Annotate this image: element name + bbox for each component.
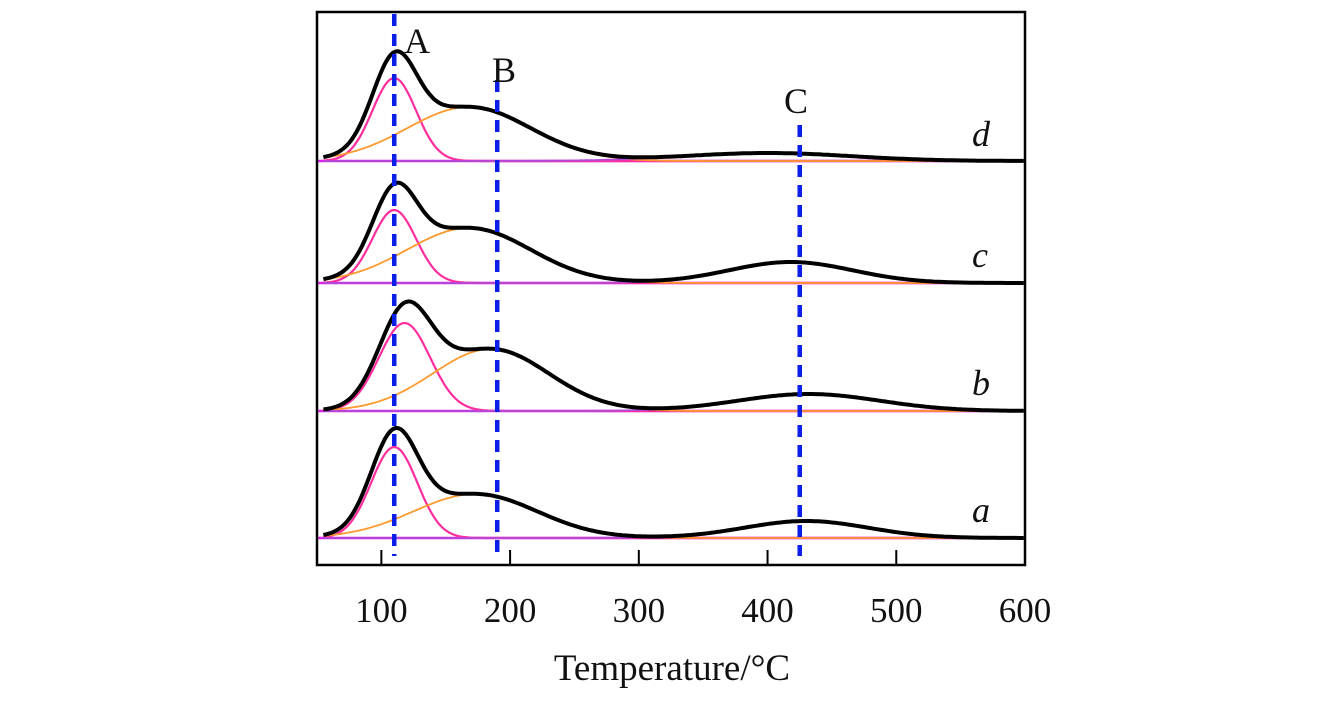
x-tick-label-600: 600 — [999, 591, 1052, 630]
plot-frame — [315, 10, 1027, 567]
series-label-a: a — [972, 490, 990, 530]
total-curve-d — [322, 49, 1024, 163]
x-tick-label-400: 400 — [741, 591, 794, 630]
fit-peak-A-a — [323, 446, 1024, 540]
series-c — [317, 180, 1025, 285]
ref-label-B: B — [492, 50, 516, 90]
total-curve-c — [322, 180, 1024, 285]
series-b — [317, 299, 1025, 413]
reference-lines — [391, 14, 802, 556]
x-tick-label-500: 500 — [870, 591, 923, 630]
series-label-b: b — [972, 363, 990, 403]
total-curve-b — [323, 299, 1024, 413]
x-tick-label-100: 100 — [355, 591, 408, 630]
fit-peak-A-c — [323, 209, 1024, 285]
x-axis-ticks: 100 200 300 400 500 600 — [355, 550, 1051, 630]
series-label-c: c — [972, 235, 988, 275]
total-curve-a — [322, 426, 1024, 540]
fit-peak-B-c — [323, 227, 1024, 284]
series-label-d: d — [972, 114, 991, 154]
x-tick-label-200: 200 — [484, 591, 537, 630]
fit-peak-B-a — [323, 493, 1024, 539]
fit-peak-B-b — [323, 348, 1024, 412]
ref-label-C: C — [784, 81, 808, 121]
ref-label-A: A — [404, 21, 430, 61]
x-axis-label: Temperature/°C — [554, 648, 790, 689]
plot-curves — [317, 49, 1025, 540]
fit-peak-B-d — [323, 106, 1024, 162]
x-tick-label-300: 300 — [613, 591, 666, 630]
series-a — [317, 426, 1025, 540]
fit-peak-A-b — [323, 322, 1024, 413]
series-d — [317, 49, 1025, 163]
